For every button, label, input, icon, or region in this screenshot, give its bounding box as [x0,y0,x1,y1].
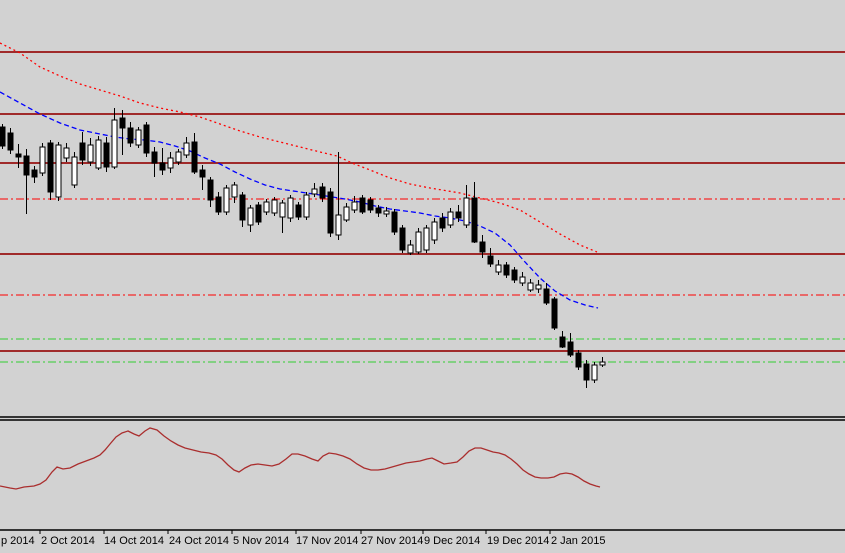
candle-body-bull [71,156,78,186]
slow-ma-red-dotted [0,42,598,253]
candle-body-bear [255,204,262,223]
candle-body-bear [503,264,510,276]
candle-body-bear [399,227,406,251]
candle-body-bull [447,211,454,226]
candle-body-bull [423,227,430,251]
candle-body-bull [519,276,526,284]
candle-body-bull [271,199,278,214]
candle-body-bull [87,144,94,163]
candle-body-bear [327,191,334,234]
candle-body-bear [239,194,246,221]
candle-body-bear [103,142,110,168]
candle-body-bear [127,127,134,144]
candle-body-bear [479,241,486,253]
candle-body-bear [47,142,54,193]
candle-body-bear [391,211,398,233]
oscillator-polyline [0,427,601,490]
candle-body-bear [143,124,150,154]
candle-body-bull [407,244,414,254]
horizontal-level-lines [0,51,845,363]
candle-body-bear [583,363,590,381]
candle-body-bear [207,179,214,201]
candle-body-bull [311,188,318,195]
panel-separator [0,416,845,421]
candle-body-bear [319,186,326,199]
moving-average-lines [0,42,599,309]
candle-body-bear [191,141,198,173]
candle-body-bear [471,197,478,243]
mid-ma-blue-dashed [0,91,599,309]
candle-body-bear [159,162,166,171]
time-axis [0,529,845,534]
candle-body-bear [375,207,382,214]
candle-body-bull [39,146,46,174]
candle-body-bull [263,201,270,213]
candle-body-bear [151,151,158,164]
candle-body-bull [111,119,118,168]
candle-body-bull [135,129,142,146]
candlestick-series [0,108,606,388]
candle-body-bear [31,169,38,178]
candle-body-bear [551,298,558,329]
candle-body-bull [279,202,286,218]
candle-body-bull [95,139,102,169]
candle-body-bull [431,221,438,241]
candle-body-bull [223,187,230,213]
candle-body-bear [199,169,206,178]
candle-body-bear [487,255,494,265]
oscillator-line [0,427,601,490]
candle-body-bear [15,153,22,158]
candle-body-bull [63,147,70,159]
candle-body-bear [543,288,550,304]
candle-body-bull [591,364,598,381]
candle-body-bull [335,214,342,236]
candle-body-bull [351,201,358,211]
candle-body-bull [527,282,534,291]
candle-body-bull [247,207,254,226]
candle-body-bear [367,199,374,211]
candle-body-bear [79,142,86,161]
candle-body-bear [7,132,14,151]
candle-body-bull [495,264,502,273]
candle-body-bull [167,157,174,169]
candle-body-bull [231,184,238,198]
candle-body-bull [55,144,62,198]
candle-body-bear [439,217,446,229]
candle-body-bull [343,206,350,221]
candle-body-bear [23,155,30,176]
candle-body-bull [415,231,422,253]
candle-body-bear [0,126,6,147]
candle-body-bear [575,352,582,368]
candle-body-bull [383,210,390,215]
candle-body-bull [535,284,542,290]
candle-body-bear [215,196,222,213]
candle-body-bear [567,341,574,356]
candle-body-bull [599,361,606,366]
candle-body-bear [119,117,126,129]
candle-body-bear [559,336,566,348]
candle-body-bull [183,142,190,156]
candle-body-bull [463,197,470,226]
candle-body-bear [455,211,462,219]
candle-body-bear [511,269,518,281]
candle-body-bear [295,204,302,218]
candle-body-bull [303,194,310,218]
candle-body-bear [359,197,366,213]
candle-body-bull [175,151,182,163]
candle-body-bull [287,197,294,219]
